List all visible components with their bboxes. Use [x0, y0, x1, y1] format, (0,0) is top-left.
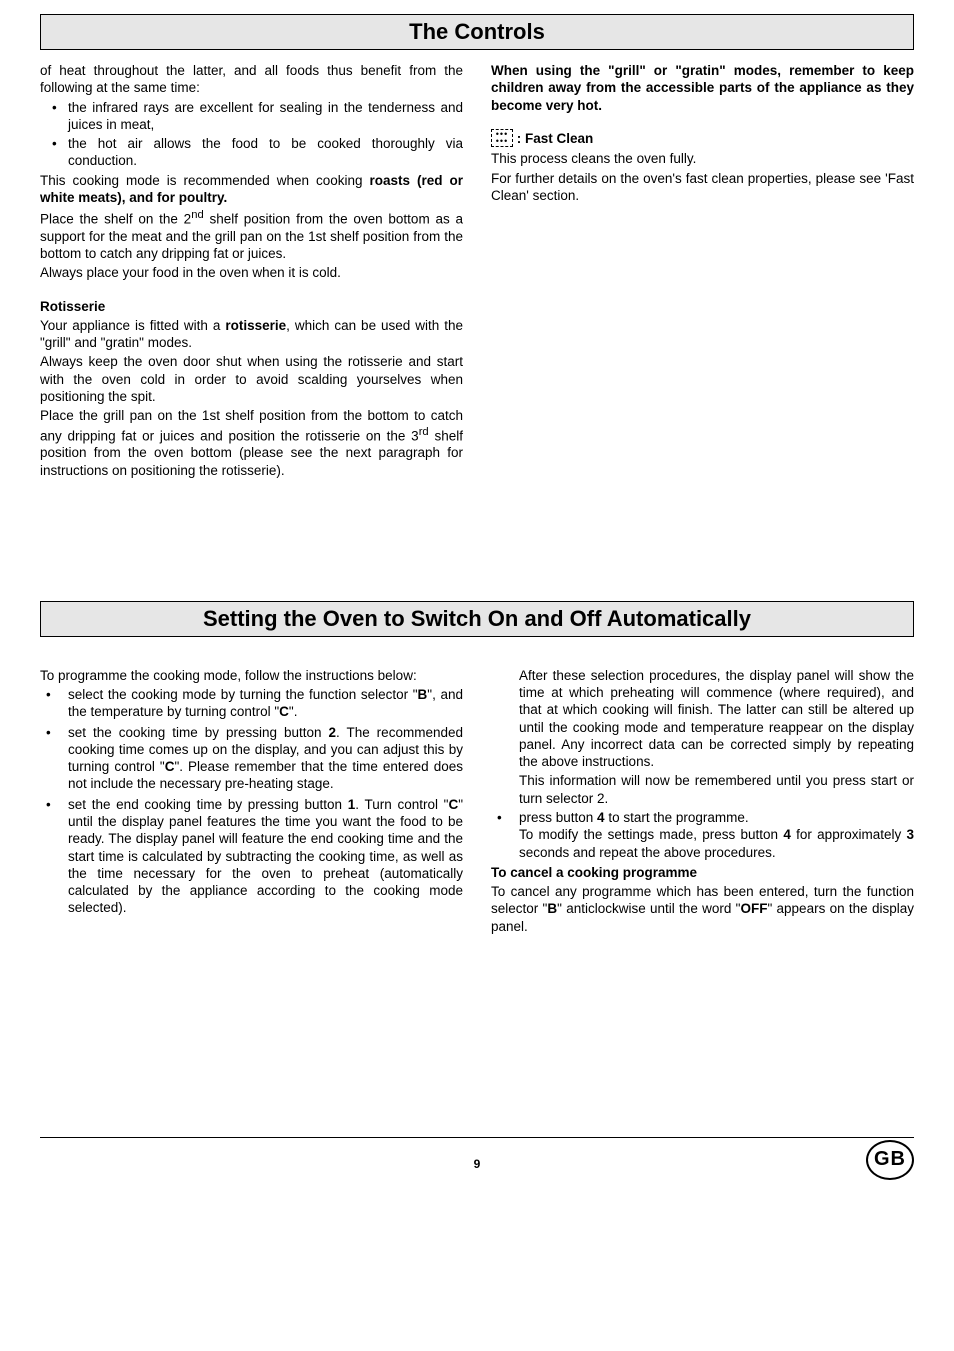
section-auto-switch: To programme the cooking mode, follow th…	[40, 667, 914, 937]
para: For further details on the oven's fast c…	[491, 170, 914, 205]
section-controls: of heat throughout the latter, and all f…	[40, 62, 914, 481]
bullet: the hot air allows the food to be cooked…	[40, 135, 463, 170]
text: Place the shelf on the 2	[40, 212, 191, 227]
para: Always keep the oven door shut when usin…	[40, 353, 463, 405]
bullet: the infrared rays are excellent for seal…	[40, 99, 463, 134]
text: ".	[289, 704, 298, 719]
bold: When using the "grill" or "gratin" modes…	[491, 63, 914, 113]
list-item: set the cooking time by pressing button …	[40, 724, 463, 793]
sup: nd	[191, 209, 204, 221]
warning: When using the "grill" or "gratin" modes…	[491, 62, 914, 114]
fast-clean-heading: : Fast Clean	[491, 130, 914, 148]
text: set the cooking time by pressing button	[68, 725, 328, 740]
para: Place the grill pan on the 1st shelf pos…	[40, 407, 463, 479]
list-item: press button 4 to start the programme. T…	[491, 809, 914, 861]
dots-icon	[491, 129, 513, 147]
text: To modify the settings made, press butto…	[519, 827, 783, 842]
sup: rd	[419, 426, 429, 438]
bullet-list: press button 4 to start the programme. T…	[491, 809, 914, 861]
para: of heat throughout the latter, and all f…	[40, 62, 463, 97]
text: This cooking mode is recommended when co…	[40, 173, 370, 188]
text: Place the grill pan on the 1st shelf pos…	[40, 408, 463, 443]
bold: : Fast Clean	[513, 131, 593, 146]
bold: C	[448, 797, 458, 812]
para: This cooking mode is recommended when co…	[40, 172, 463, 207]
para: To cancel any programme which has been e…	[491, 883, 914, 935]
auto-left-col: To programme the cooking mode, follow th…	[40, 667, 463, 937]
footer-separator	[40, 1137, 914, 1138]
bold: Rotisserie	[40, 299, 105, 314]
para: This information will now be remembered …	[491, 772, 914, 807]
para: To programme the cooking mode, follow th…	[40, 667, 463, 684]
bold: C	[165, 759, 175, 774]
bold: 3	[907, 827, 915, 842]
auto-right-col: After these selection procedures, the di…	[491, 667, 914, 937]
banner-auto-switch: Setting the Oven to Switch On and Off Au…	[40, 601, 914, 637]
page-number: 9	[474, 1157, 481, 1171]
locale-badge: GB	[866, 1140, 914, 1180]
text: press button	[519, 810, 597, 825]
controls-left-col: of heat throughout the latter, and all f…	[40, 62, 463, 481]
text: seconds and repeat the above procedures.	[519, 845, 776, 860]
bold: 2	[328, 725, 336, 740]
bold: B	[418, 687, 428, 702]
para: Always place your food in the oven when …	[40, 264, 463, 281]
para: This process cleans the oven fully.	[491, 150, 914, 167]
cancel-heading: To cancel a cooking programme	[491, 864, 914, 881]
heading-rotisserie: Rotisserie	[40, 298, 463, 315]
bold: 4	[597, 810, 605, 825]
text: . Turn control "	[355, 797, 448, 812]
bold: rotisserie	[225, 318, 286, 333]
text: " anticlockwise until the word "	[557, 901, 740, 916]
text: select the cooking mode by turning the f…	[68, 687, 418, 702]
bold: OFF	[740, 901, 767, 916]
banner-controls: The Controls	[40, 14, 914, 50]
text: " until the display panel features the t…	[68, 797, 463, 916]
para: Place the shelf on the 2nd shelf positio…	[40, 208, 463, 262]
bold: 4	[783, 827, 791, 842]
para: After these selection procedures, the di…	[491, 667, 914, 771]
text: Your appliance is fitted with a	[40, 318, 225, 333]
list-item: select the cooking mode by turning the f…	[40, 686, 463, 721]
text: set the end cooking time by pressing but…	[68, 797, 348, 812]
bold: C	[279, 704, 289, 719]
bullet-list: select the cooking mode by turning the f…	[40, 686, 463, 916]
footer: 9 GB	[40, 1146, 914, 1182]
bold: To cancel a cooking programme	[491, 865, 697, 880]
controls-right-col: When using the "grill" or "gratin" modes…	[491, 62, 914, 481]
text: for approximately	[791, 827, 907, 842]
list-item: set the end cooking time by pressing but…	[40, 796, 463, 917]
para: Your appliance is fitted with a rotisser…	[40, 317, 463, 352]
bold: B	[547, 901, 557, 916]
text: to start the programme.	[605, 810, 749, 825]
